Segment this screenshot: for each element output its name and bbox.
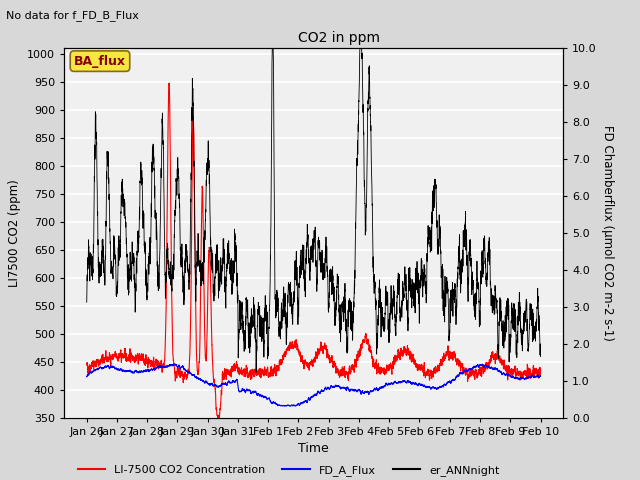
Legend: LI-7500 CO2 Concentration, FD_A_Flux, er_ANNnight: LI-7500 CO2 Concentration, FD_A_Flux, er… xyxy=(73,461,504,480)
Title: CO2 in ppm: CO2 in ppm xyxy=(298,32,380,46)
Y-axis label: LI7500 CO2 (ppm): LI7500 CO2 (ppm) xyxy=(8,179,21,287)
Text: No data for f_FD_B_Flux: No data for f_FD_B_Flux xyxy=(6,10,140,21)
Y-axis label: FD Chamberflux (μmol CO2 m-2 s-1): FD Chamberflux (μmol CO2 m-2 s-1) xyxy=(600,125,614,341)
Text: BA_flux: BA_flux xyxy=(74,55,126,68)
X-axis label: Time: Time xyxy=(298,442,329,455)
